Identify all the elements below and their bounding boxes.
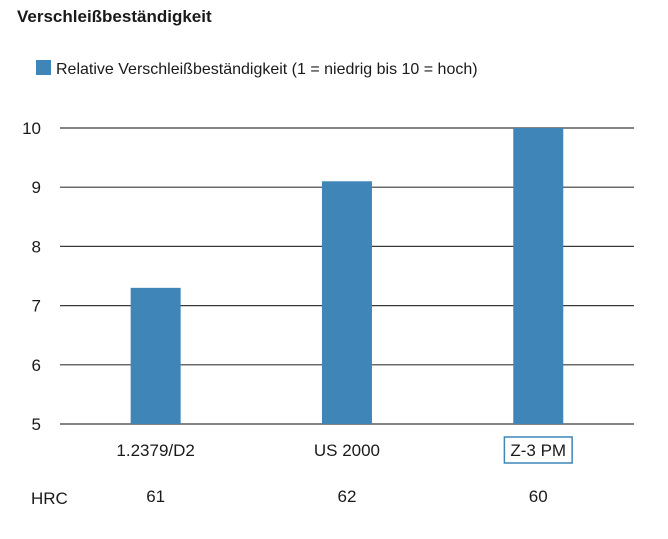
x-category-label: US 2000 (314, 441, 380, 460)
hrc-row-label: HRC (31, 489, 68, 508)
bar (130, 287, 181, 424)
y-tick-label: 8 (32, 237, 41, 256)
chart-title: Verschleißbeständigkeit (17, 7, 212, 26)
bar (321, 181, 372, 424)
category-highlight-box (503, 436, 573, 464)
y-tick-label: 5 (32, 415, 41, 434)
bars (130, 128, 564, 424)
legend: Relative Verschleißbeständigkeit (1 = ni… (36, 59, 478, 81)
bar (513, 128, 564, 424)
hrc-value: 62 (337, 487, 356, 506)
axis-labels: 5 6 7 8 9 10 1.2379/D2 61 US 2000 62 Z-3 PM 60 HRC (22, 119, 573, 508)
x-category-label: Z-3 PM (510, 441, 566, 460)
legend-label: Relative Verschleißbeständigkeit (1 = ni… (56, 61, 478, 78)
hrc-value: 60 (529, 487, 548, 506)
x-category-label: 1.2379/D2 (116, 441, 194, 460)
y-tick-label: 9 (32, 178, 41, 197)
y-tick-label: 6 (32, 356, 41, 375)
legend-swatch (36, 59, 51, 75)
y-tick-label: 7 (32, 297, 41, 316)
y-tick-label: 10 (22, 119, 41, 138)
hrc-value: 61 (146, 487, 165, 506)
